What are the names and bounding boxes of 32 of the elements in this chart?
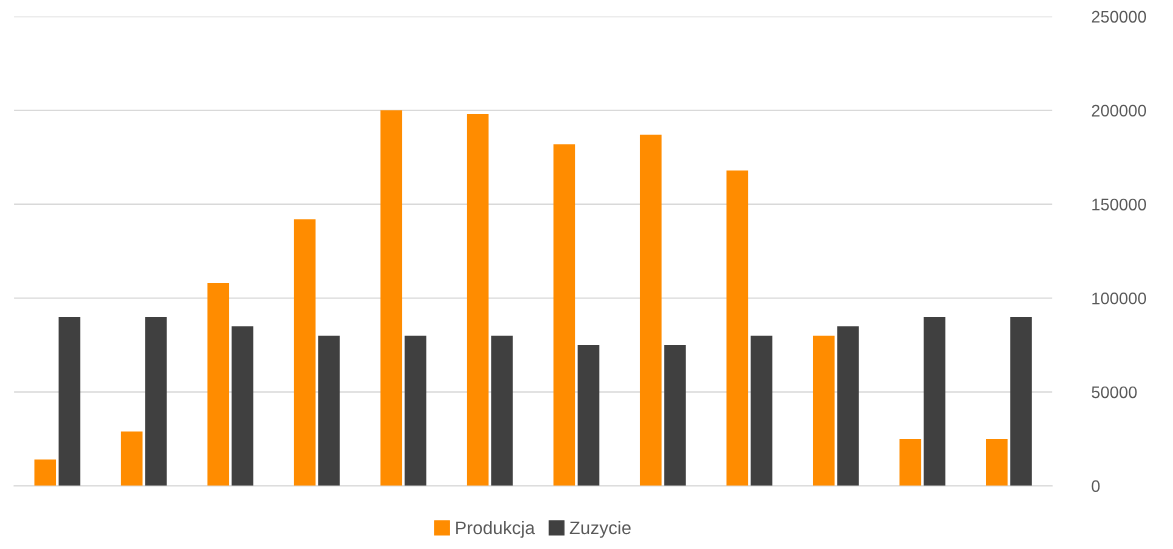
bar [750,335,773,486]
y-tick-label: 50000 [1091,386,1137,399]
bar [899,438,922,486]
bar [664,345,686,486]
bar [1010,316,1032,486]
bar [380,110,403,486]
bar [404,335,427,486]
bar [837,326,859,486]
legend-label: Zuzycie [569,520,631,538]
y-tick-label: 150000 [1092,198,1147,211]
y-tick-label: 200000 [1091,104,1147,117]
legend-label: Produkcja [456,520,535,538]
y-tick-label: 100000 [1092,292,1147,305]
bar [553,144,576,486]
bar [491,335,513,486]
bar [466,114,489,486]
bar [318,335,340,486]
bar [577,345,600,486]
bar [120,431,143,486]
bar [923,316,946,486]
bar [986,438,1008,486]
bar [207,283,230,486]
y-tick-label: 0 [1091,480,1100,493]
bar [58,316,81,486]
bar [726,170,749,486]
bar [145,316,167,486]
bar [812,335,835,486]
bar [231,326,254,486]
bar [293,219,316,486]
bar [34,459,57,486]
bar [639,134,662,486]
y-tick-label: 250000 [1091,10,1147,23]
